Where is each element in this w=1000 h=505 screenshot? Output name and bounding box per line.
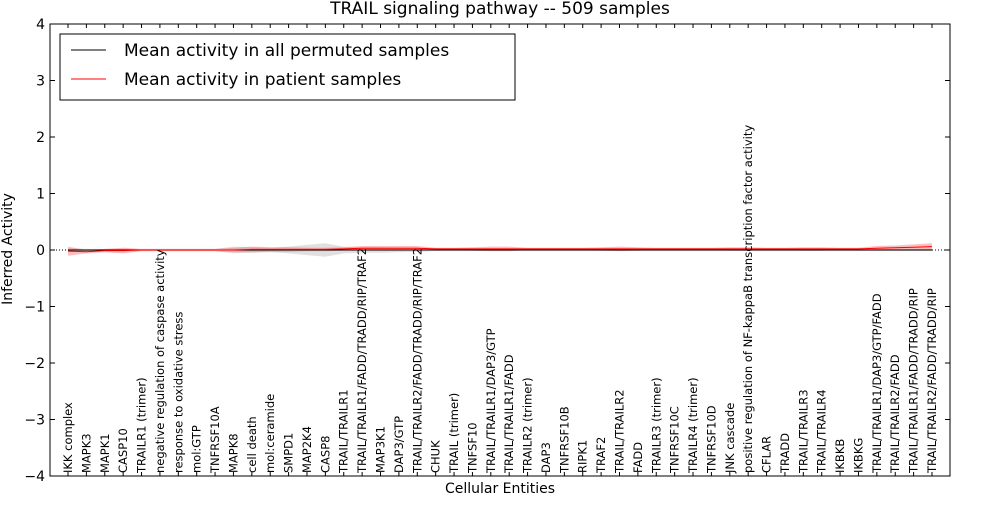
x-tick-label: TRAIL/TRAILR2/FADD/TRADD/RIP <box>925 288 939 474</box>
x-tick-label: TRAIL (trimer) <box>447 393 461 474</box>
x-tick-label: CASP8 <box>318 436 332 473</box>
x-tick-label: MAPK3 <box>79 433 93 473</box>
x-tick-label: TRAIL/TRAILR2/FADD/TRADD/RIP/TRAF2 <box>410 248 424 474</box>
x-tick-label: TNFRSF10D <box>704 405 718 474</box>
y-tick-label: 1 <box>36 187 45 203</box>
x-tick-label: TNFRSF10C <box>668 406 682 474</box>
x-tick-label: MAP2K4 <box>300 426 314 473</box>
x-tick-label: negative regulation of caspase activity <box>153 249 167 473</box>
y-tick-label: 2 <box>36 130 45 146</box>
x-tick-label: TRAIL/TRAILR1/FADD/TRADD/RIP/TRAF2 <box>355 248 369 474</box>
x-tick-label: TRADD <box>778 433 792 474</box>
y-tick-label: −3 <box>24 413 45 429</box>
series-line-1 <box>67 246 933 253</box>
x-tick-label: DAP3 <box>539 442 553 473</box>
x-tick-label: DAP3/GTP <box>392 416 406 473</box>
x-tick-label: response to oxidative stress <box>171 312 185 473</box>
x-tick-label: TRAIL/TRAILR1/FADD/TRADD/RIP <box>907 288 921 474</box>
band-series-1 <box>68 243 932 256</box>
legend: Mean activity in all permuted samples Me… <box>59 33 516 101</box>
y-tick-label: 4 <box>36 17 45 33</box>
x-tick-labels: IKK complex MAPK3 MAPK1 CASP10 TRAILR1 (trim… <box>61 125 939 474</box>
x-tick-label: cell death <box>245 416 259 473</box>
legend-label-patient: Mean activity in patient samples <box>124 70 401 90</box>
x-tick-label: MAPK1 <box>98 433 112 473</box>
x-tick-label: TRAILR2 (trimer) <box>521 377 535 474</box>
series-lines <box>50 246 950 253</box>
x-tick-label: JNK cascade <box>723 403 737 474</box>
x-tick-label: positive regulation of NF-kappaB transcr… <box>741 125 755 473</box>
x-tick-label: TRAIL/TRAILR1 <box>337 389 351 474</box>
x-tick-label: MAP3K1 <box>374 426 388 473</box>
x-tick-label: CFLAR <box>760 436 774 473</box>
x-axis-label: Cellular Entities <box>445 481 555 497</box>
x-tick-label: FADD <box>631 442 645 473</box>
x-tick-label: TRAF2 <box>594 437 608 474</box>
x-tick-label: TRAIL/TRAILR1/DAP3/GTP <box>484 328 498 474</box>
x-tick-label: mol:ceramide <box>263 394 277 473</box>
x-tick-label: TNFSF10 <box>465 422 479 474</box>
x-tick-label: TRAIL/TRAILR4 <box>815 389 829 474</box>
chart-title: TRAIL signaling pathway -- 509 samples <box>329 0 670 19</box>
x-tick-label: TRAILR4 (trimer) <box>686 377 700 474</box>
x-tick-label: TRAIL/TRAILR1/DAP3/GTP/FADD <box>870 293 884 474</box>
x-tick-label: TRAIL/TRAILR1/FADD <box>502 354 516 474</box>
y-tick-label: −4 <box>24 469 45 485</box>
y-tick-label: −2 <box>24 356 45 372</box>
x-tick-label: TNFRSF10A <box>208 406 222 474</box>
y-tick-label: 0 <box>36 243 45 259</box>
legend-label-permuted: Mean activity in all permuted samples <box>124 41 449 61</box>
axes: −4 −3 −2 −1 0 1 2 3 4 <box>24 17 951 485</box>
x-tick-label: IKBKG <box>852 438 866 473</box>
x-tick-label: TRAILR1 (trimer) <box>135 377 149 474</box>
legend-box <box>59 33 516 101</box>
x-tick-label: CHUK <box>429 440 443 473</box>
x-tick-label: TRAILR3 (trimer) <box>649 377 663 474</box>
x-tick-label: RIPK1 <box>576 440 590 473</box>
y-axis-label: Inferred Activity <box>0 193 16 305</box>
x-tick-label: MAPK8 <box>226 433 240 473</box>
x-tick-label: mol:GTP <box>190 425 204 473</box>
y-tick-label: −1 <box>24 300 45 316</box>
x-tick-label: TNFRSF10B <box>557 406 571 474</box>
x-tick-label: SMPD1 <box>282 433 296 473</box>
x-tick-label: TRAIL/TRAILR2/FADD <box>888 354 902 474</box>
x-tick-label: CASP10 <box>116 428 130 473</box>
x-tick-label: IKK complex <box>61 402 75 473</box>
x-tick-label: TRAIL/TRAILR3 <box>796 389 810 474</box>
y-tick-label: 3 <box>36 74 45 90</box>
x-tick-label: TRAIL/TRAILR2 <box>613 389 627 474</box>
x-tick-label: IKBKB <box>833 439 847 473</box>
